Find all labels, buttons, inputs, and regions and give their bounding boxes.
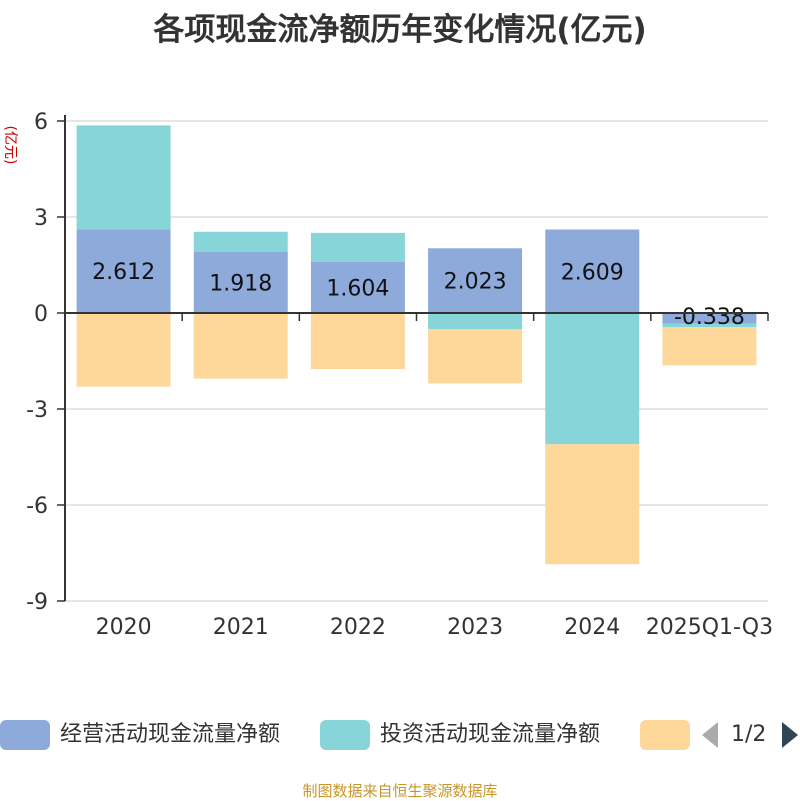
- bar-series1-2023: [428, 313, 523, 329]
- bar-series0-2022: [310, 261, 405, 313]
- x-tick-label: 2022: [330, 615, 386, 640]
- bar-series0-2025Q1-Q3: [662, 313, 757, 324]
- legend-page-indicator: 1/2: [731, 722, 767, 747]
- bar-series2-2022: [310, 313, 405, 369]
- x-tick-label: 2021: [213, 615, 269, 640]
- data-label-2024: 2.609: [561, 260, 624, 285]
- chart-title: 各项现金流净额历年变化情况(亿元): [153, 12, 647, 48]
- bar-series2-2021: [193, 313, 288, 379]
- legend-swatch-financing[interactable]: [640, 720, 690, 750]
- data-label-2020: 2.612: [92, 260, 155, 285]
- bar-series2-2020: [76, 313, 171, 387]
- data-label-2021: 1.918: [209, 271, 272, 296]
- bar-series1-2022: [310, 232, 405, 262]
- bar-series0-2023: [428, 248, 523, 313]
- bar-series0-2024: [545, 229, 640, 313]
- x-tick-label: 2020: [96, 615, 152, 640]
- data-label-2023: 2.023: [444, 270, 507, 295]
- bar-series0-2021: [193, 251, 288, 313]
- bar-series1-2021: [193, 231, 288, 252]
- legend-next-page-icon[interactable]: [782, 722, 798, 748]
- y-tick-label: 3: [34, 206, 48, 231]
- y-tick-label: 0: [34, 302, 48, 327]
- bar-series2-2023: [428, 329, 523, 384]
- x-tick-label: 2023: [447, 615, 503, 640]
- legend-swatch-operating[interactable]: [0, 720, 50, 750]
- bar-series0-2020: [76, 229, 171, 313]
- data-source-note: 制图数据来自恒生聚源数据库: [302, 782, 498, 800]
- bar-series1-2025Q1-Q3: [662, 323, 757, 328]
- bar-series1-2020: [76, 125, 171, 230]
- data-label-2022: 1.604: [326, 276, 389, 301]
- bar-series2-2024: [545, 444, 640, 565]
- y-tick-label: 6: [34, 110, 48, 135]
- x-tick-label: 2025Q1-Q3: [646, 615, 773, 640]
- legend: 经营活动现金流量净额 投资活动现金流量净额 1/2: [0, 716, 800, 756]
- data-label-2025Q1-Q3: -0.338: [674, 305, 745, 330]
- legend-label-investing[interactable]: 投资活动现金流量净额: [380, 722, 601, 747]
- legend-label-operating[interactable]: 经营活动现金流量净额: [60, 722, 281, 747]
- chart-plot: 6 3 0 -3 -6 -9 2.612 2020 1.918 2021 1.604 2022 2.02…: [26, 110, 773, 640]
- legend-prev-page-icon[interactable]: [702, 722, 718, 748]
- legend-swatch-investing[interactable]: [320, 720, 370, 750]
- bar-series2-2025Q1-Q3: [662, 327, 757, 366]
- y-tick-label: -9: [26, 590, 48, 615]
- bar-series1-2024: [545, 313, 640, 445]
- y-tick-label: -3: [26, 398, 48, 423]
- x-tick-label: 2024: [564, 615, 620, 640]
- y-tick-label: -6: [26, 494, 48, 519]
